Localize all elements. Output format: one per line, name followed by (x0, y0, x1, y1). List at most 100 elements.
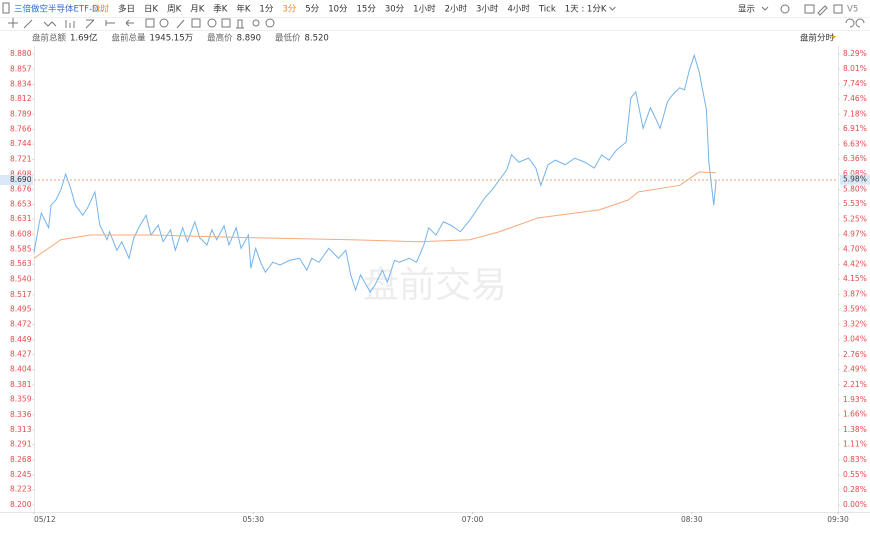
y2-tick-label: 2.49% (843, 365, 867, 374)
drawing-tools (8, 18, 865, 29)
symbol-icon[interactable] (2, 2, 10, 14)
y-tick-label: 8.268 (10, 455, 32, 464)
fib-tool[interactable] (85, 19, 95, 29)
link-tool[interactable] (252, 19, 260, 27)
y-tick-label: 8.766 (10, 125, 32, 134)
y-tick-label: 8.427 (10, 349, 32, 358)
y-tick-label: 8.631 (10, 214, 32, 223)
bar-tool[interactable] (65, 20, 75, 28)
period-button[interactable]: 1分 (259, 5, 273, 15)
y2-tick-label: 1.93% (843, 395, 867, 404)
settings-icon[interactable] (780, 4, 790, 14)
period-button[interactable]: 3分 (282, 5, 296, 15)
y-tick-label: 8.313 (10, 425, 32, 434)
symbol-name[interactable]: 三倍做空半导体ETF-D... (14, 4, 107, 15)
period-button[interactable]: 周K (167, 5, 182, 15)
x-tick-label: 08:30 (681, 515, 703, 524)
y-tick-label: 8.245 (10, 470, 32, 479)
fullscreen-icon[interactable] (833, 4, 843, 14)
y2-tick-label: 3.04% (843, 335, 867, 344)
info-label: 最低价 (275, 33, 301, 44)
period-button[interactable]: 月K (190, 5, 205, 15)
erase-tool[interactable] (191, 18, 201, 28)
panel-label: 盘前分时 (800, 33, 835, 44)
panel-caret (831, 36, 836, 39)
period-button[interactable]: Tick (538, 5, 556, 15)
line-tool[interactable] (23, 19, 33, 29)
period-button[interactable]: 3小时 (476, 4, 499, 15)
period-button[interactable]: 1小时 (413, 4, 436, 15)
period-bar: 分时 多日 日K 周K 月K 季K 年K 1分 3分 5分 10分 15分 30分 1小时 2小时 3小时 4小… (92, 4, 616, 15)
period-button[interactable]: 分时 (92, 4, 110, 15)
y2-tick-label: 8.29% (843, 49, 867, 58)
y2-tick-label: 1.11% (843, 440, 867, 449)
crosshair-tool[interactable] (8, 18, 18, 28)
pen-tool[interactable] (176, 19, 185, 29)
period-button[interactable]: 2小时 (445, 4, 468, 15)
y2-tick-label: 4.70% (843, 244, 867, 253)
y-tick-label: 8.291 (10, 440, 32, 449)
y-tick-label: 8.495 (10, 304, 32, 313)
period-button[interactable]: 1天 : 1分K (565, 5, 607, 15)
period-button[interactable]: 多日 (118, 4, 135, 15)
draw-icon[interactable] (817, 5, 828, 16)
y-tick-label: 8.721 (10, 154, 32, 163)
period-button[interactable]: 30分 (385, 5, 405, 15)
wave-tool[interactable] (43, 21, 57, 27)
y-tick-label: 8.200 (10, 500, 32, 509)
redo-icon[interactable] (855, 18, 865, 28)
last-price-label: 8.690 (10, 175, 32, 184)
y2-tick-label: 8.01% (843, 64, 867, 73)
gear-tool[interactable] (265, 18, 275, 28)
y2-tick-label: 7.46% (843, 94, 867, 103)
y-tick-label: 8.223 (10, 485, 32, 494)
y-tick-label: 8.472 (10, 320, 32, 329)
delete-tool[interactable] (236, 19, 244, 29)
y2-tick-label: 4.15% (843, 274, 867, 283)
arrow-tool[interactable] (125, 19, 134, 27)
display-button[interactable]: 显示 (738, 5, 755, 15)
period-button[interactable]: 5分 (305, 5, 319, 15)
y-tick-label: 8.449 (10, 335, 32, 344)
period-button[interactable]: 年K (236, 4, 251, 15)
y-tick-label: 8.834 (10, 80, 32, 89)
period-button[interactable]: 15分 (357, 5, 377, 15)
y-tick-label: 8.336 (10, 410, 32, 419)
period-button[interactable]: 季K (213, 4, 228, 15)
y2-tick-label: 7.18% (843, 109, 867, 118)
y-tick-label: 8.744 (10, 139, 32, 148)
y-tick-label: 8.563 (10, 259, 32, 268)
y2-tick-label: 1.66% (843, 410, 867, 419)
emoji-tool[interactable] (159, 18, 169, 28)
y2-tick-label: 3.87% (843, 289, 867, 298)
y2-tick-label: 7.74% (843, 79, 867, 88)
period-caret (609, 6, 616, 11)
lock-tool[interactable] (221, 18, 231, 28)
y2-tick-label: 6.63% (843, 139, 867, 148)
text-tool[interactable] (145, 18, 155, 28)
x-tick-label: 09:30 (827, 515, 849, 524)
y2-tick-label: 4.42% (843, 260, 867, 269)
info-value: 8.890 (237, 34, 261, 44)
y2-tick-label: 4.97% (843, 230, 867, 239)
watermark: 盘前交易 (363, 265, 507, 306)
period-button[interactable]: 日K (144, 5, 159, 15)
info-value: 8.520 (305, 34, 329, 44)
measure-tool[interactable] (105, 20, 115, 26)
y-tick-label: 8.540 (10, 275, 32, 284)
y-tick-label: 8.517 (10, 290, 32, 299)
y-tick-label: 8.608 (10, 229, 32, 238)
undo-icon[interactable] (845, 18, 855, 28)
y-tick-label: 8.404 (10, 365, 32, 374)
y-tick-label: 8.880 (10, 49, 32, 58)
info-value: 1.69亿 (70, 33, 97, 44)
camera-icon[interactable] (804, 4, 815, 14)
period-button[interactable]: 10分 (328, 5, 348, 15)
magnet-tool[interactable] (207, 18, 217, 28)
y2-tick-label: 5.25% (843, 214, 867, 223)
period-button[interactable]: 4小时 (507, 4, 530, 15)
y2-tick-label: 0.28% (843, 485, 867, 494)
display-caret (761, 6, 769, 11)
